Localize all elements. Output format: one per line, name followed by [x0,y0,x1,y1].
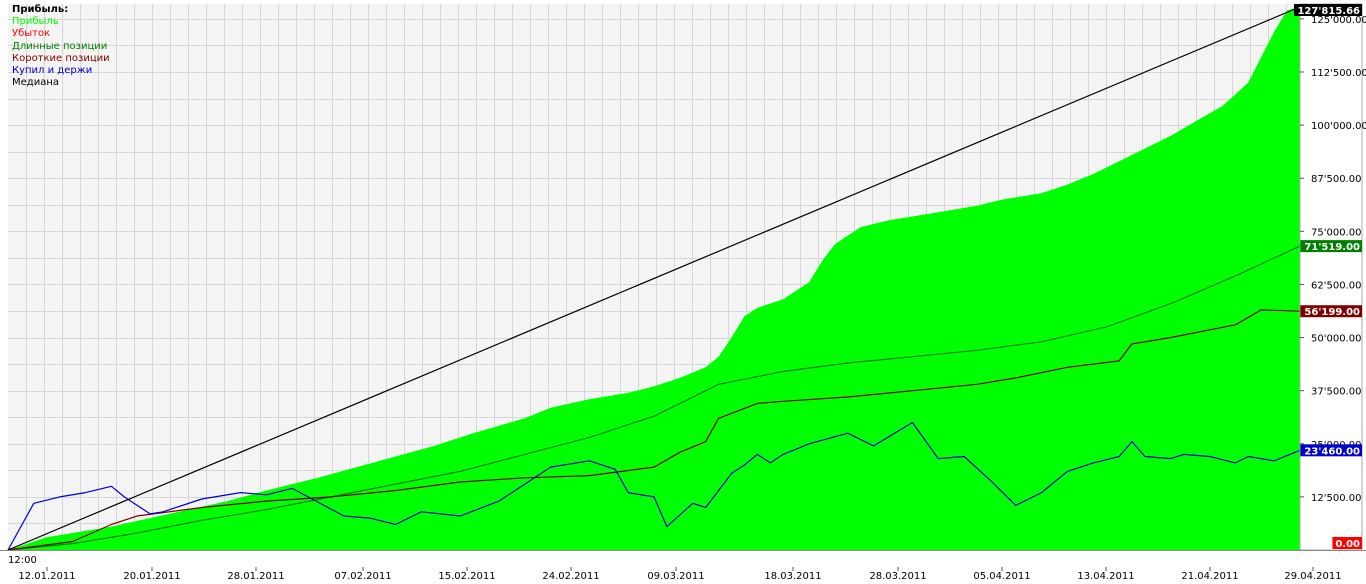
series-line-4 [7,6,1301,551]
svg-text:56'199.00: 56'199.00 [1304,307,1360,318]
value-badge: 56'199.00 [1300,305,1362,318]
series-area-profit [8,6,1300,550]
legend-header: Прибыль: [12,4,69,15]
x-tick-label: 07.02.2011 [334,571,391,582]
right-axis-panel [1299,3,1363,551]
y-tick-label: 125'000.00 [1311,15,1366,26]
legend-entry-median: Медиана [12,77,59,89]
svg-text:127'815.66: 127'815.66 [1297,6,1360,17]
x-tick-label: 18.03.2011 [764,571,821,582]
svg-text:0.00: 0.00 [1335,539,1360,550]
y-tick-label: 87'500.00 [1311,174,1361,185]
value-badge: 23'460.00 [1300,444,1362,457]
value-badges: 127'815.66 71'519.00 56'199.00 23'460.00 0.0… [1294,4,1362,550]
legend-entry-profit: Прибыль [12,16,59,28]
svg-text:71'519.00: 71'519.00 [1304,242,1360,253]
y-tick-label: 100'000.00 [1311,121,1366,132]
x-tick-label: 28.03.2011 [869,571,926,582]
series-layer [7,6,1301,551]
x-tick-label: 24.02.2011 [542,571,599,582]
legend-entry-short: Короткие позиции [12,52,110,64]
svg-text:23'460.00: 23'460.00 [1304,446,1360,457]
legend-entry-long: Длинные позиции [12,40,108,52]
y-tick-label: 37'500.00 [1311,387,1361,398]
series-line-2 [7,309,1301,551]
x-tick-label: 09.03.2011 [647,571,704,582]
x-tick-label: 20.01.2011 [123,571,180,582]
value-badge: 0.00 [1332,537,1362,550]
time-label: 12:00 [8,555,37,566]
legend-entry-buy-hold: Купил и держи [12,65,93,77]
y-tick-label: 112'500.00 [1311,68,1366,79]
y-tick-label: 50'000.00 [1311,334,1361,345]
y-tick-label: 12'500.00 [1311,493,1361,504]
value-badge: 71'519.00 [1300,240,1362,253]
x-tick-label: 29.04.2011 [1284,571,1341,582]
value-badge: 127'815.66 [1294,4,1362,17]
legend-entry-loss: Убыток [12,28,51,40]
x-tick-label: 13.04.2011 [1077,571,1134,582]
x-tick-label: 05.04.2011 [973,571,1030,582]
x-axis: 12.01.2011 20.01.2011 28.01.2011 07.02.2011… [18,567,1342,582]
y-tick-label: 62'500.00 [1311,280,1361,291]
y-tick-label: 75'000.00 [1311,227,1361,238]
legend: Прибыль: Прибыль Убыток Длинные позиции … [12,4,110,89]
series-line-1 [7,245,1301,551]
x-tick-label: 15.02.2011 [438,571,495,582]
x-tick-label: 12.01.2011 [18,571,75,582]
x-tick-label: 21.04.2011 [1181,571,1238,582]
x-tick-label: 28.01.2011 [227,571,284,582]
series-line-3 [7,421,1301,551]
